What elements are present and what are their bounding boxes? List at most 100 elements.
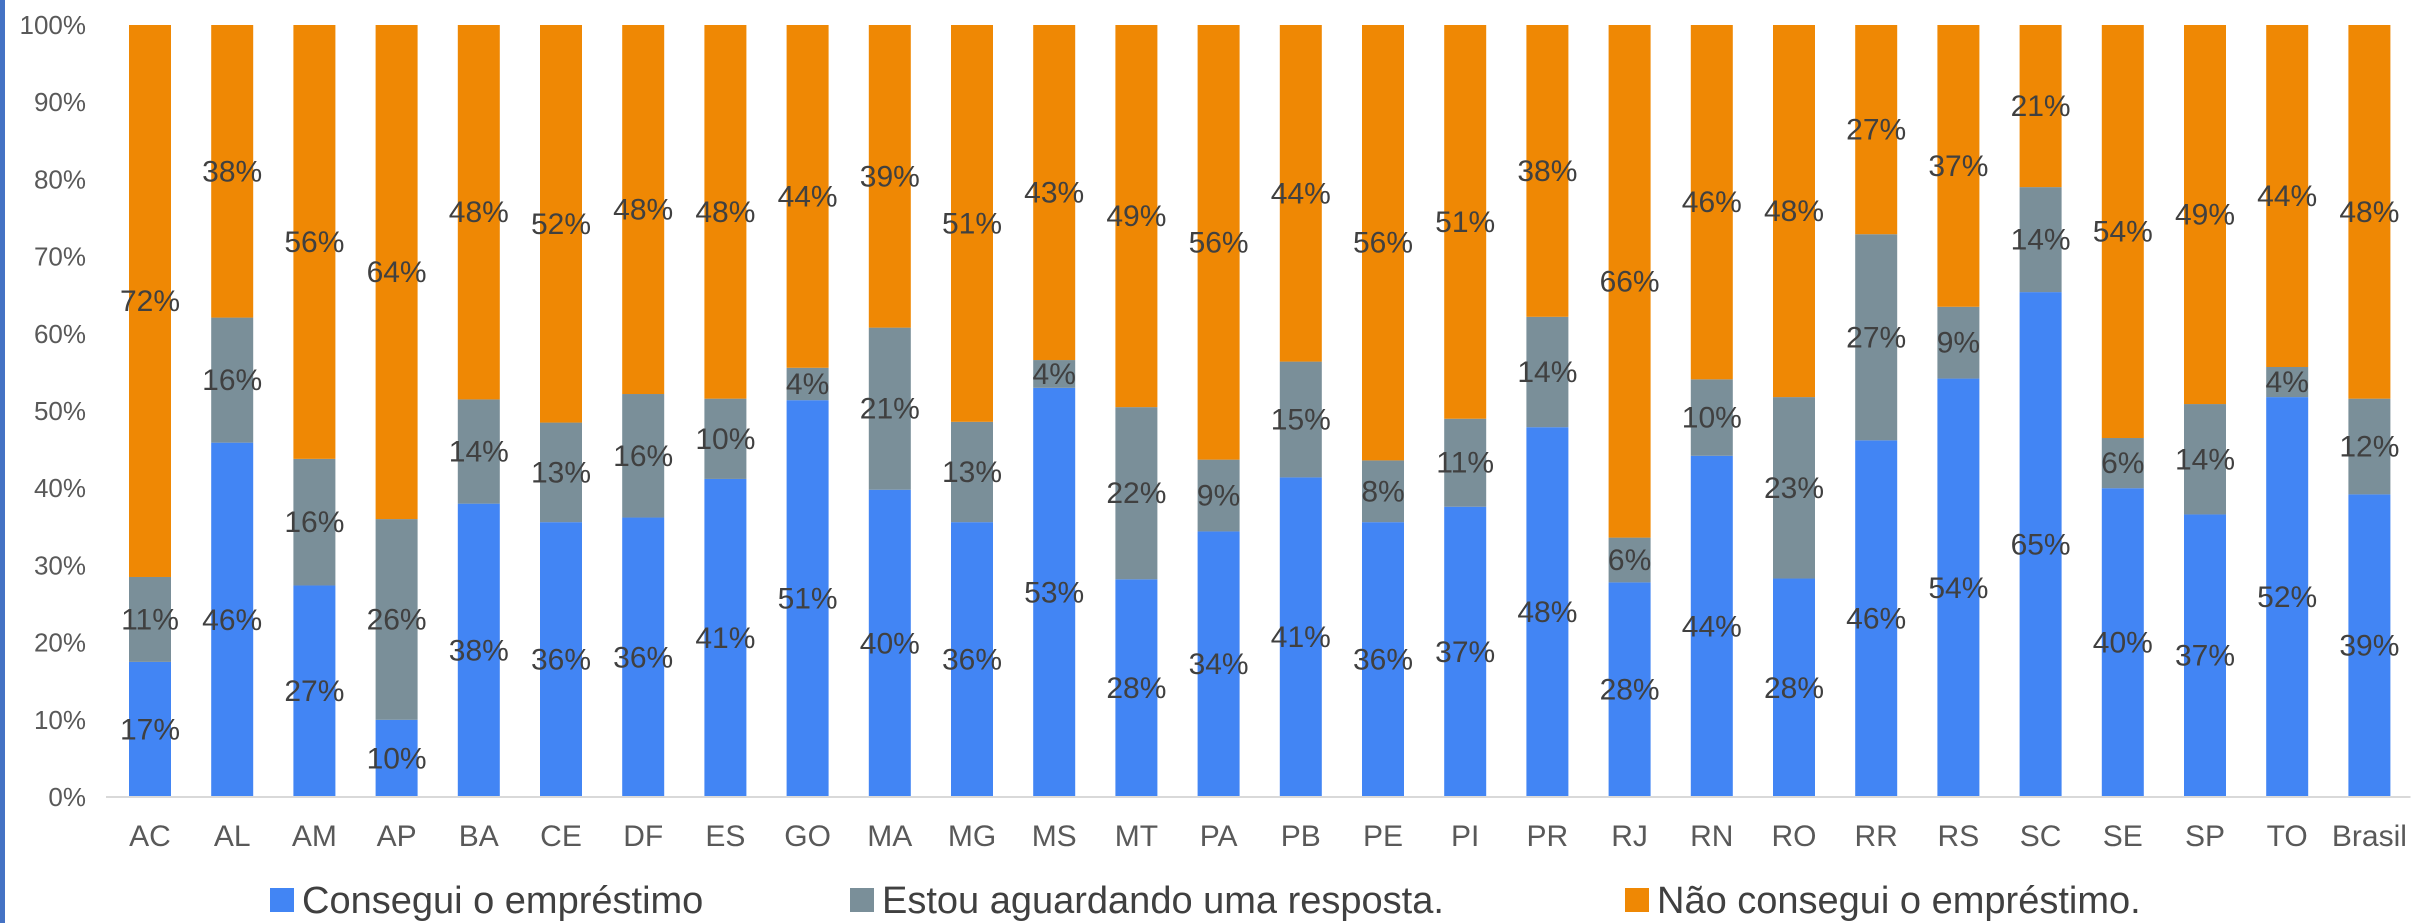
data-label: 38% bbox=[1517, 155, 1577, 188]
data-label: 9% bbox=[1197, 480, 1240, 513]
data-label: 40% bbox=[2093, 627, 2153, 660]
data-label: 34% bbox=[1189, 648, 1249, 681]
data-label: 4% bbox=[1033, 358, 1076, 391]
bar-segment bbox=[622, 517, 665, 797]
data-label: 37% bbox=[1928, 150, 1988, 183]
bar-segment bbox=[540, 25, 582, 423]
x-tick-label: PI bbox=[1451, 820, 1479, 853]
bar-segment bbox=[786, 25, 829, 368]
bar-segment bbox=[1033, 25, 1076, 361]
legend-entry: Consegui o empréstimo bbox=[302, 880, 703, 922]
data-label: 10% bbox=[367, 742, 427, 775]
data-label: 22% bbox=[1106, 477, 1166, 510]
bar-segment bbox=[2266, 25, 2309, 367]
data-label: 11% bbox=[121, 603, 179, 636]
bar-segment bbox=[1197, 25, 1240, 460]
bar-segment bbox=[1526, 25, 1569, 317]
data-label: 8% bbox=[1361, 475, 1404, 508]
data-label: 14% bbox=[2175, 443, 2235, 476]
data-label: 72% bbox=[120, 285, 180, 318]
bar-segment bbox=[1855, 25, 1898, 235]
data-label: 14% bbox=[449, 436, 509, 469]
bar-segment bbox=[375, 519, 418, 720]
data-label: 17% bbox=[120, 713, 180, 746]
data-label: 27% bbox=[284, 675, 344, 708]
bar-segment bbox=[1362, 460, 1404, 523]
x-tick-label: ES bbox=[705, 820, 745, 853]
bar-segment bbox=[951, 522, 993, 797]
data-label: 40% bbox=[860, 627, 920, 660]
bar-segment bbox=[1608, 582, 1651, 797]
x-tick-label: DF bbox=[623, 820, 663, 853]
bar-segment bbox=[211, 317, 254, 443]
data-label: 38% bbox=[202, 155, 262, 188]
bar-segment bbox=[1937, 306, 1980, 379]
data-label: 66% bbox=[1600, 265, 1660, 298]
x-tick-label: PA bbox=[1200, 820, 1238, 853]
y-tick-label: 80% bbox=[34, 164, 86, 194]
bars: 17% 11% 72% 46% 16% 38% 27% 16% 56% 10% 26% 64% 38% 1… bbox=[120, 25, 2399, 797]
data-label: 36% bbox=[531, 644, 591, 677]
x-tick-label: SC bbox=[2020, 820, 2062, 853]
bar-segment bbox=[622, 25, 665, 395]
data-label: 41% bbox=[695, 622, 755, 655]
bar-segment bbox=[704, 398, 747, 479]
bar-segment bbox=[1279, 477, 1322, 797]
data-label: 64% bbox=[367, 256, 427, 289]
bar-segment bbox=[1526, 316, 1569, 428]
bar-segment bbox=[457, 399, 500, 504]
x-tick-label: Brasil bbox=[2332, 820, 2407, 853]
data-label: 56% bbox=[1189, 226, 1249, 259]
data-label: 52% bbox=[531, 208, 591, 241]
bar-segment bbox=[211, 442, 254, 797]
left-edge-accent bbox=[0, 0, 5, 923]
data-label: 27% bbox=[1846, 114, 1906, 147]
data-label: 10% bbox=[1682, 402, 1742, 435]
bar-segment bbox=[1444, 418, 1487, 507]
data-label: 44% bbox=[2257, 180, 2317, 213]
bar-segment bbox=[1279, 361, 1322, 478]
y-axis: 0% 10% 20% 30% 40% 50% 60% 70% 80% 90% 100% bbox=[20, 10, 87, 812]
data-label: 28% bbox=[1764, 672, 1824, 705]
data-label: 11% bbox=[1436, 447, 1494, 480]
data-label: 56% bbox=[1353, 227, 1413, 260]
y-tick-label: 90% bbox=[34, 87, 86, 117]
bar-segment bbox=[1773, 25, 1815, 398]
data-label: 37% bbox=[1435, 636, 1495, 669]
legend-swatch bbox=[850, 888, 874, 912]
data-label: 16% bbox=[284, 506, 344, 539]
bar-segment bbox=[457, 503, 500, 797]
y-tick-label: 0% bbox=[48, 782, 86, 812]
bar-segment bbox=[2101, 25, 2144, 439]
bar-segment bbox=[2019, 187, 2062, 293]
data-label: 36% bbox=[1353, 644, 1413, 677]
bar-segment bbox=[2348, 25, 2391, 399]
bar-segment bbox=[786, 367, 829, 401]
x-tick-label: MA bbox=[867, 820, 912, 853]
x-tick-label: RS bbox=[1938, 820, 1980, 853]
data-label: 48% bbox=[449, 196, 509, 229]
bar-segment bbox=[540, 522, 582, 797]
bar-segment bbox=[1773, 397, 1815, 579]
data-label: 52% bbox=[2257, 581, 2317, 614]
data-label: 51% bbox=[1435, 206, 1495, 239]
y-tick-label: 10% bbox=[34, 705, 86, 735]
bar-segment bbox=[293, 458, 336, 586]
data-label: 15% bbox=[1271, 403, 1331, 436]
bar-segment bbox=[211, 25, 254, 318]
data-label: 39% bbox=[860, 160, 920, 193]
bar-segment bbox=[1608, 25, 1651, 538]
data-label: 48% bbox=[1517, 596, 1577, 629]
bar-segment bbox=[2184, 404, 2226, 515]
x-axis: AC AL AM AP BA CE DF ES GO MA MG MS MT PA PB PE PI PR RJ RN… bbox=[106, 796, 2411, 853]
bar-segment bbox=[293, 25, 336, 459]
x-tick-label: GO bbox=[784, 820, 831, 853]
data-label: 53% bbox=[1024, 576, 1084, 609]
x-tick-label: AL bbox=[214, 820, 251, 853]
data-label: 65% bbox=[2011, 529, 2071, 562]
x-tick-label: PB bbox=[1281, 820, 1321, 853]
data-label: 46% bbox=[1682, 186, 1742, 219]
x-tick-label: PR bbox=[1527, 820, 1569, 853]
bar-segment bbox=[1033, 360, 1076, 388]
data-label: 13% bbox=[942, 456, 1002, 489]
